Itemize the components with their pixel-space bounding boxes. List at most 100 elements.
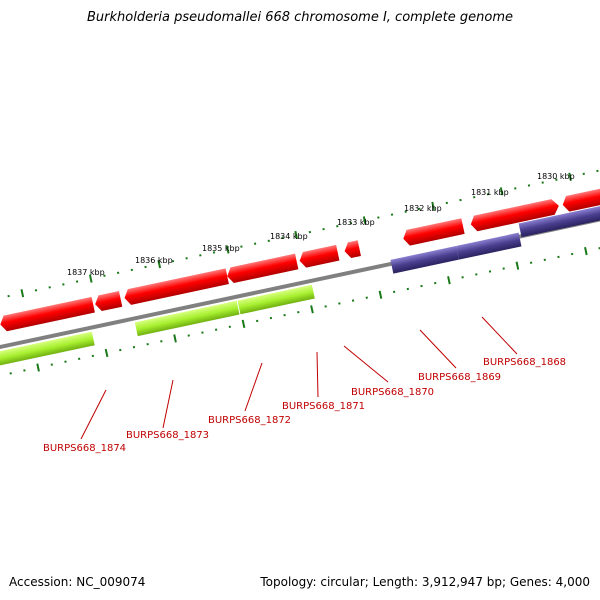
scale-tick <box>228 325 232 328</box>
scale-tick <box>241 319 246 328</box>
scale-tick <box>582 172 585 176</box>
scale-tick <box>214 328 218 331</box>
gene-bar-reverse-blue[interactable] <box>390 245 459 274</box>
leader-line <box>419 329 457 369</box>
scale-tick <box>568 172 572 181</box>
gene-label[interactable]: BURPS668_1874 <box>43 443 126 454</box>
leader-line <box>80 389 107 440</box>
gene-label[interactable]: BURPS668_1868 <box>483 357 566 368</box>
gene-arrow-forward[interactable] <box>94 291 123 312</box>
gene-arrow-forward[interactable] <box>469 204 529 233</box>
scale-tick <box>185 257 188 260</box>
scale-tick <box>486 193 490 196</box>
gene-bar-reverse-green[interactable] <box>134 300 240 337</box>
scale-tick <box>362 216 367 225</box>
scale-tick <box>338 302 341 305</box>
scale-tick <box>378 290 383 299</box>
scale-tick <box>349 222 353 225</box>
scale-tick <box>119 348 122 352</box>
scale-tick <box>199 254 202 257</box>
scale-tick <box>160 340 163 343</box>
leader-line <box>343 345 389 383</box>
scale-tick <box>514 187 517 190</box>
scale-tick <box>9 372 12 375</box>
gene-label[interactable]: BURPS668_1870 <box>351 387 434 398</box>
scale-tick <box>527 184 531 187</box>
label-leader-lines <box>80 316 518 440</box>
scale-tick <box>103 274 106 277</box>
scale-tick <box>570 252 574 256</box>
gene-arrow-forward[interactable] <box>343 240 361 259</box>
scale-tick <box>240 245 243 248</box>
gene-label[interactable]: BURPS668_1873 <box>126 430 209 441</box>
scale-tick <box>541 181 544 184</box>
scale-label: 1833 kbp <box>337 218 375 227</box>
scale-tick <box>171 259 175 263</box>
gene-arrow-forward[interactable] <box>298 244 340 269</box>
gene-arrow-forward[interactable] <box>402 218 465 246</box>
scale-tick <box>173 334 177 343</box>
scale-label: 1834 kbp <box>270 232 308 241</box>
scale-tick <box>555 178 558 181</box>
scale-tick <box>431 201 435 210</box>
scale-tick <box>256 319 259 323</box>
scale-tick <box>488 270 492 273</box>
scale-tick <box>390 213 394 216</box>
scale-label: 1835 kbp <box>202 244 240 253</box>
scale-tick <box>91 354 95 358</box>
scale-tick <box>294 230 298 240</box>
gene-arrow-forward[interactable] <box>0 296 95 332</box>
gene-label[interactable]: BURPS668_1872 <box>208 415 291 426</box>
gene-arrow-forward[interactable] <box>521 198 561 222</box>
leader-line <box>244 362 263 412</box>
scale-tick <box>267 239 270 242</box>
scale-label: 1831 kbp <box>471 188 509 197</box>
gene-arrow-forward[interactable] <box>123 268 229 305</box>
scale-tick <box>50 363 53 366</box>
leader-line <box>316 351 319 398</box>
scale-tick <box>34 289 38 292</box>
scale-tick <box>146 343 149 346</box>
leader-line <box>481 316 518 355</box>
lower-scale-ticks <box>9 246 600 375</box>
gene-arrow-forward[interactable] <box>561 176 600 212</box>
gene-bar-reverse-blue[interactable] <box>455 232 522 260</box>
scale-tick <box>529 261 533 264</box>
scale-tick <box>459 198 462 202</box>
scale-tick <box>281 236 284 240</box>
gene-bar-reverse-green[interactable] <box>0 331 95 369</box>
scale-tick <box>447 276 451 285</box>
gene-bar-reverse-blue[interactable] <box>518 194 600 238</box>
topology-summary: Topology: circular; Length: 3,912,947 bp… <box>260 575 590 589</box>
scale-tick <box>351 299 355 302</box>
gene-label[interactable]: BURPS668_1871 <box>282 401 365 412</box>
scale-tick <box>418 207 421 210</box>
scale-tick <box>130 268 134 272</box>
scale-tick <box>377 216 380 219</box>
scale-label: 1830 kbp <box>537 172 575 181</box>
scale-tick <box>297 311 300 314</box>
scale-tick <box>515 261 520 270</box>
upper-scale-ticks <box>7 169 599 298</box>
scale-tick <box>269 316 273 320</box>
scale-tick <box>253 242 257 245</box>
scale-tick <box>308 230 312 234</box>
scale-tick <box>322 227 325 231</box>
scale-tick <box>116 271 120 274</box>
gene-bar-reverse-green[interactable] <box>237 284 315 315</box>
scale-tick <box>324 305 327 308</box>
scale-tick <box>104 348 109 358</box>
map-title: Burkholderia pseudomallei 668 chromosome… <box>86 10 514 25</box>
scale-tick <box>64 360 67 363</box>
gene-label[interactable]: BURPS668_1869 <box>418 372 501 383</box>
scale-tick <box>420 284 423 288</box>
gene-arrow-forward[interactable] <box>226 253 299 284</box>
scale-tick <box>157 259 162 269</box>
scale-tick <box>187 334 190 337</box>
scale-tick <box>62 283 65 286</box>
scale-tick <box>201 331 204 334</box>
accession-text: Accession: NC_009074 <box>9 575 146 589</box>
scale-tick <box>144 265 147 269</box>
scale-tick <box>499 187 504 196</box>
